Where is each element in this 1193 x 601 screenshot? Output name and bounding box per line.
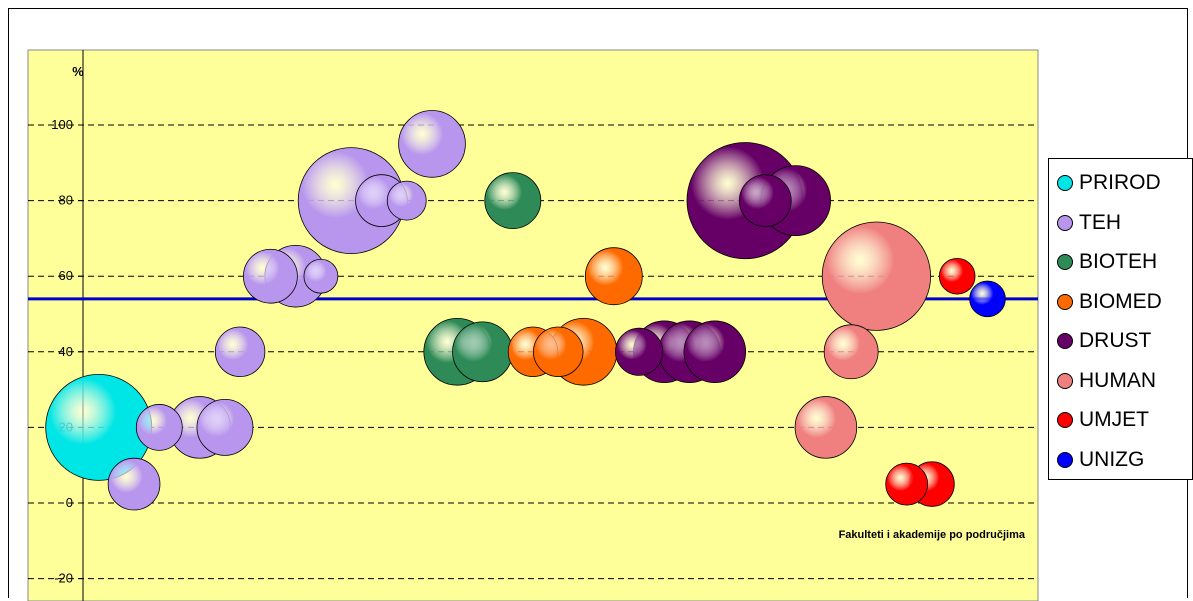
bubble-human[interactable] (794, 396, 858, 459)
legend-label: UMJET (1079, 408, 1149, 431)
legend-swatch (1057, 451, 1073, 468)
bubble-teh[interactable] (135, 404, 183, 451)
bubble-human[interactable] (823, 324, 879, 380)
y-tick-label: -20 (54, 571, 73, 586)
legend-label: BIOMED (1079, 289, 1162, 313)
chart-annotation: Fakulteti i akademije po područjima (839, 529, 1026, 541)
series-umjet (885, 257, 976, 507)
bubble-human[interactable] (821, 221, 932, 331)
legend: PRIROD TEH BIOTEH BIOMED DRUST HUMAN UMJET UNIZ… (1048, 158, 1193, 480)
legend-item-prirod[interactable]: PRIROD (1057, 163, 1161, 203)
bubble-teh[interactable] (398, 110, 466, 178)
legend-label: DRUST (1079, 329, 1152, 352)
legend-swatch (1057, 214, 1073, 231)
bubble-bioteh[interactable] (484, 172, 542, 230)
bubble-umjet[interactable] (885, 462, 929, 506)
bubble-teh[interactable] (107, 457, 161, 511)
legend-label: UNIZG (1079, 447, 1145, 471)
series-teh (107, 110, 466, 511)
bubble-unizg[interactable] (969, 280, 1006, 318)
legend-label: BIOTEH (1079, 250, 1158, 273)
y-tick-label: 0 (66, 495, 73, 510)
series-unizg (969, 280, 1006, 318)
y-tick-label: 40 (59, 344, 73, 359)
bubble-teh[interactable] (303, 258, 339, 294)
bubble-drust[interactable] (738, 174, 792, 227)
legend-item-drust[interactable]: DRUST (1057, 321, 1151, 361)
legend-item-umjet[interactable]: UMJET (1057, 400, 1149, 440)
bubble-teh[interactable] (243, 248, 298, 304)
bubble-drust[interactable] (683, 320, 747, 384)
legend-swatch (1057, 254, 1073, 270)
bubble-teh[interactable] (214, 326, 266, 377)
legend-item-biomed[interactable]: BIOMED (1057, 282, 1162, 322)
bubble-umjet[interactable] (938, 257, 976, 295)
series-biomed (507, 247, 643, 386)
legend-label: TEH (1079, 210, 1121, 234)
bubble-series (45, 110, 1006, 511)
series-bioteh (423, 172, 542, 386)
bubble-biomed[interactable] (533, 326, 584, 377)
legend-swatch (1057, 333, 1073, 349)
legend-label: HUMAN (1079, 368, 1156, 392)
y-tick-label: 80 (59, 193, 73, 208)
bubble-teh[interactable] (386, 180, 427, 221)
legend-swatch (1057, 372, 1073, 389)
legend-item-human[interactable]: HUMAN (1057, 361, 1156, 401)
y-tick-label: 60 (59, 268, 73, 283)
bubble-bioteh[interactable] (452, 321, 513, 383)
series-human (794, 221, 932, 459)
legend-label: PRIROD (1079, 171, 1161, 194)
bubble-teh[interactable] (196, 398, 254, 456)
y-axis-label: % (72, 64, 84, 79)
legend-item-bioteh[interactable]: BIOTEH (1057, 242, 1157, 282)
legend-item-unizg[interactable]: UNIZG (1057, 440, 1144, 480)
bubble-drust[interactable] (615, 327, 664, 376)
legend-swatch (1057, 412, 1073, 428)
series-drust (615, 142, 831, 384)
y-tick-label: 100 (51, 117, 73, 132)
legend-swatch (1057, 293, 1073, 310)
bubble-biomed[interactable] (584, 247, 643, 306)
legend-item-teh[interactable]: TEH (1057, 203, 1121, 243)
legend-swatch (1057, 175, 1073, 191)
